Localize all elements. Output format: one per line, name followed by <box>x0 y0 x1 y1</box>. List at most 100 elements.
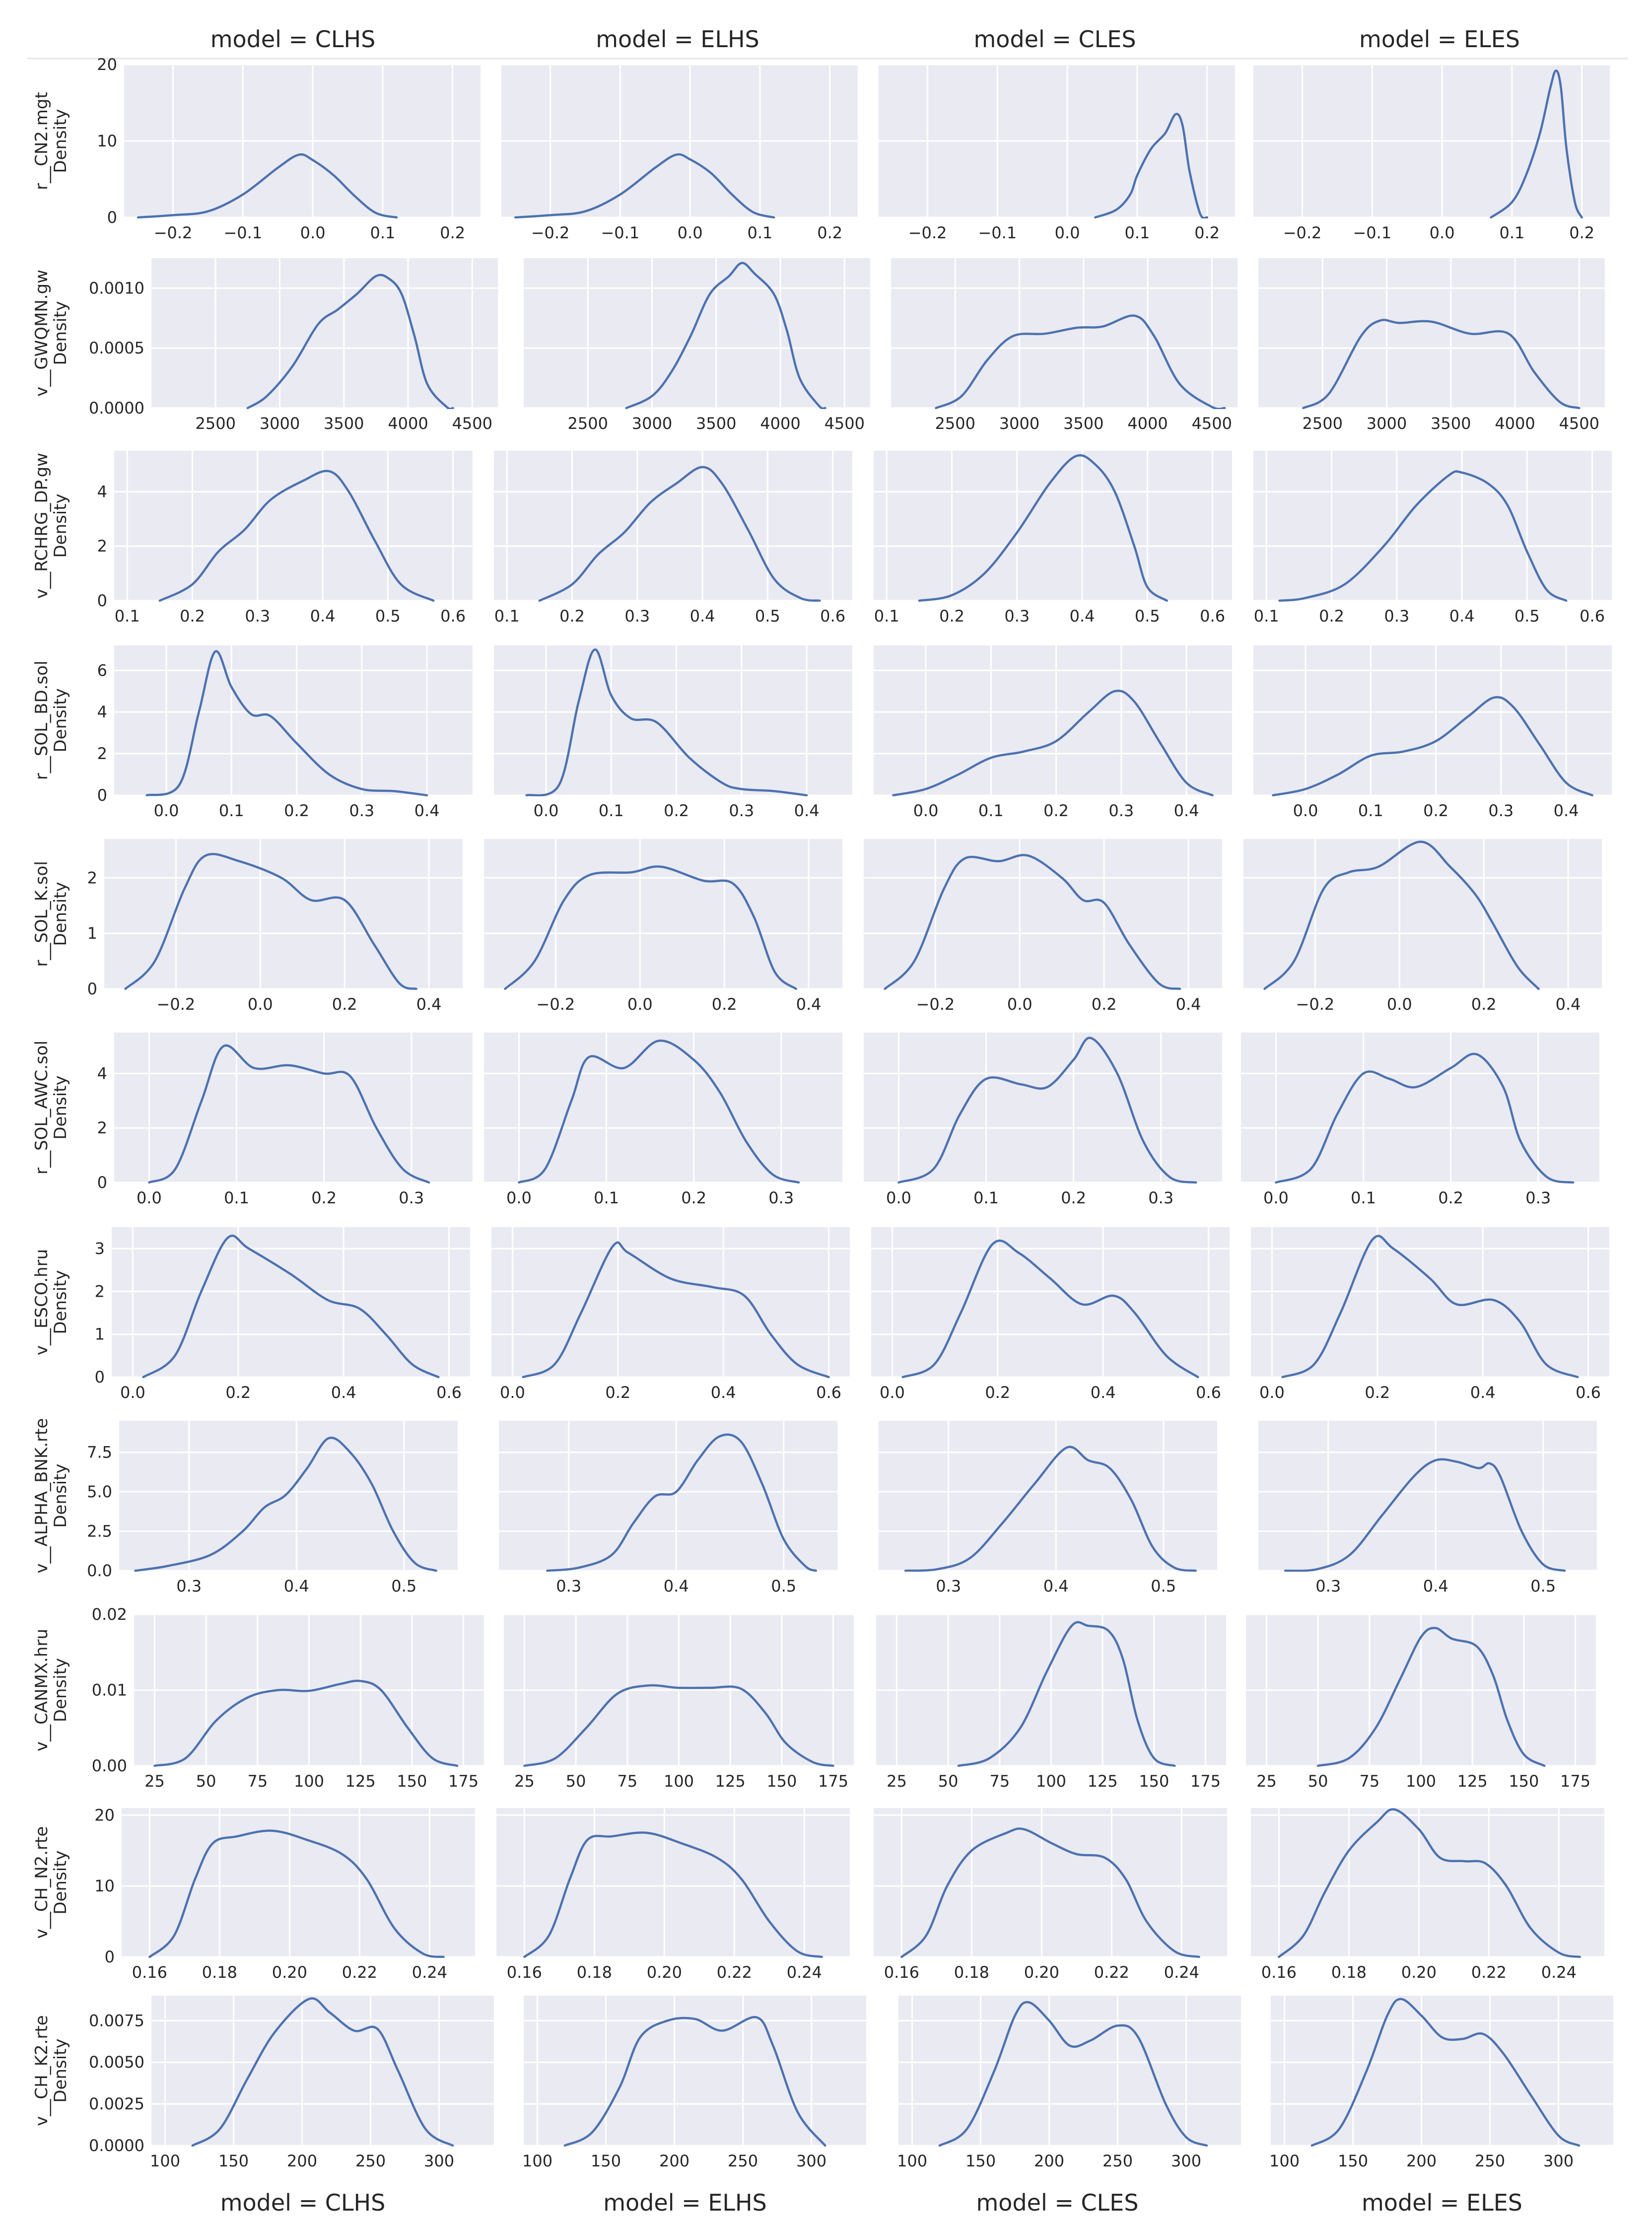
x-tick-label: 0.2 <box>311 1188 337 1207</box>
x-tick-label: 0.3 <box>1148 1188 1173 1207</box>
density-curve <box>1094 113 1208 218</box>
x-tick-label: 0.2 <box>817 223 842 242</box>
panel-r8-c1: 0.3 0.4 0.5 0.0 2.5 5.0 7.5 v__ALPHA_BNK.rteDen… <box>32 1418 458 1596</box>
x-tick-label: 0.4 <box>414 801 440 820</box>
y-axis-label: v__CH_N2.rteDensity <box>32 1826 70 1939</box>
x-tick-label: 0.3 <box>768 1188 794 1207</box>
panel-background <box>874 451 1232 601</box>
x-tick-label: 50 <box>938 1772 959 1791</box>
panel-background <box>151 258 498 408</box>
panel-background <box>494 451 852 601</box>
x-tick-label: 4000 <box>760 414 800 433</box>
x-tick-label: 4500 <box>1559 414 1599 433</box>
x-tick-label: 0.6 <box>1200 607 1225 626</box>
x-tick-label: 0.5 <box>1135 607 1160 626</box>
x-tick-label: 0.4 <box>711 1383 736 1402</box>
column-title-3: model = CLES <box>973 26 1136 53</box>
y-tick-label: 0 <box>97 591 107 610</box>
x-tick-label: 0.4 <box>1449 607 1475 626</box>
panel-r2-c1: 2500 3000 3500 4000 4500 0.0000 0.0005 0.0010 v_… <box>32 258 498 433</box>
panel-r8-c3: 0.3 0.4 0.5 <box>879 1421 1217 1596</box>
x-tick-label: 0.2 <box>1423 801 1448 820</box>
y-tick-label: 0 <box>87 979 97 998</box>
x-tick-label: 25 <box>514 1772 535 1791</box>
density-curve <box>134 1436 437 1572</box>
x-tick-label: 175 <box>818 1772 848 1791</box>
panel-background <box>484 839 842 989</box>
y-tick-label: 4 <box>97 482 107 501</box>
panel-background <box>151 1996 494 2146</box>
density-curve <box>137 153 398 218</box>
x-tick-label: 0.18 <box>577 1963 612 1982</box>
bottom-title-1: model = CLHS <box>220 2189 386 2216</box>
density-curve <box>1278 470 1568 602</box>
x-tick-label: 0.0 <box>1263 1188 1289 1207</box>
x-tick-label: 175 <box>448 1772 479 1791</box>
x-tick-label: 0.3 <box>1315 1577 1341 1596</box>
x-tick-label: 175 <box>1560 1772 1590 1791</box>
y-tick-label: 1 <box>95 1325 105 1344</box>
x-tick-label: 0.18 <box>202 1963 237 1982</box>
y-tick-label: 0 <box>105 1948 115 1966</box>
x-tick-label: 2500 <box>568 414 608 433</box>
x-tick-label: 200 <box>287 2152 317 2170</box>
density-curve <box>901 1240 1199 1378</box>
panel-r2-c3: 2500 3000 3500 4000 4500 <box>891 258 1238 433</box>
y-axis-label: v__CH_K2.rteDensity <box>32 2015 70 2126</box>
panel-r5-c3: −0.2 0.0 0.2 0.4 <box>864 839 1222 1014</box>
x-tick-label: 0.5 <box>391 1577 416 1596</box>
x-tick-label: 25 <box>887 1772 907 1791</box>
x-tick-label: 4500 <box>452 414 492 433</box>
y-tick-label: 1 <box>87 924 97 943</box>
x-tick-label: 150 <box>766 1772 797 1791</box>
density-curve <box>1316 1627 1546 1767</box>
x-tick-label: 0.1 <box>224 1188 249 1207</box>
x-tick-label: 25 <box>1256 1772 1277 1791</box>
x-tick-label: 100 <box>150 2152 180 2170</box>
y-tick-label: 4 <box>97 1064 107 1083</box>
x-tick-label: 0.1 <box>1358 801 1383 820</box>
x-tick-label: 0.3 <box>1108 801 1134 820</box>
x-tick-label: 0.4 <box>1176 995 1201 1014</box>
x-tick-label: 0.18 <box>1331 1963 1367 1982</box>
density-curve <box>1490 70 1583 218</box>
panel-background <box>114 1033 473 1183</box>
x-tick-label: 0.3 <box>1488 801 1514 820</box>
x-tick-label: −0.2 <box>1283 223 1322 242</box>
density-curve <box>1278 1808 1581 1958</box>
y-tick-label: 7.5 <box>87 1443 112 1462</box>
x-tick-label: 0.1 <box>1124 223 1150 242</box>
density-curve <box>563 2016 826 2147</box>
density-curve <box>892 690 1214 796</box>
x-tick-label: 150 <box>1139 1772 1169 1791</box>
x-tick-label: 0.22 <box>1094 1963 1129 1982</box>
column-title-2: model = ELHS <box>596 26 759 53</box>
density-curve <box>514 153 775 218</box>
bottom-titles: model = CLHS model = ELHS model = CLES m… <box>220 2189 1522 2216</box>
density-curve <box>124 853 417 990</box>
x-tick-label: 0.2 <box>1043 801 1069 820</box>
x-tick-label: 3000 <box>632 414 672 433</box>
y-tick-label: 4 <box>97 702 107 721</box>
y-tick-label: 0.0050 <box>89 2053 144 2072</box>
y-tick-label: 6 <box>97 661 107 680</box>
x-tick-label: 0.1 <box>494 607 520 626</box>
x-tick-label: 0.0 <box>880 1383 905 1402</box>
x-tick-label: 0.0 <box>1007 995 1032 1014</box>
x-tick-label: 0.3 <box>399 1188 424 1207</box>
y-tick-label: 2.5 <box>87 1522 112 1541</box>
panel-background <box>864 1033 1222 1183</box>
panel-r8-c2: 0.3 0.4 0.5 <box>499 1421 837 1596</box>
x-tick-label: 250 <box>1102 2152 1133 2170</box>
x-tick-label: 0.5 <box>755 607 780 626</box>
x-tick-label: 0.0 <box>500 1383 525 1402</box>
x-tick-label: 0.0 <box>1055 223 1080 242</box>
y-axis-label: v__ESCO.hruDensity <box>32 1249 70 1355</box>
panel-r10-c3: 0.16 0.18 0.20 0.22 0.24 <box>874 1808 1227 1982</box>
x-tick-label: −0.2 <box>908 223 947 242</box>
x-tick-label: 100 <box>294 1772 324 1791</box>
x-tick-label: 0.6 <box>440 607 466 626</box>
x-tick-label: 150 <box>591 2152 621 2170</box>
panel-background <box>1253 451 1612 601</box>
y-tick-label: 2 <box>97 537 107 556</box>
